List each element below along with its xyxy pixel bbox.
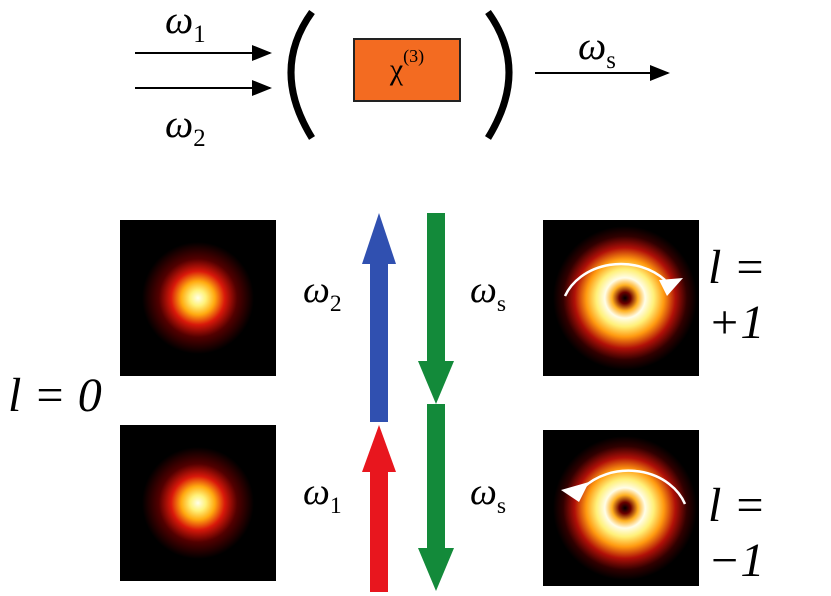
- signal-label-upper: ωs: [470, 269, 507, 317]
- counterclockwise-arrowhead: [561, 482, 589, 502]
- clockwise-arrow: [563, 262, 666, 297]
- chi-symbol: χ: [389, 53, 404, 86]
- right-paren: [485, 9, 513, 140]
- nonlinear-medium-box: χ (3): [353, 38, 461, 102]
- pump-label-omega1: ω1: [303, 471, 342, 519]
- vortex-beam-lower: [543, 430, 699, 586]
- signal-label-lower: ωs: [470, 471, 507, 519]
- gaussian-beam-lower: [120, 425, 276, 581]
- input-label-1: ω1: [165, 0, 206, 49]
- left-paren: [287, 9, 315, 140]
- left-mode-label: l = 0: [8, 369, 102, 422]
- gaussian-beam-upper: [120, 220, 276, 376]
- clockwise-arrowhead: [659, 278, 683, 296]
- output-label: ωs: [578, 23, 616, 75]
- counterclockwise-arrow: [582, 469, 687, 505]
- pump-label-omega2: ω2: [303, 269, 342, 317]
- mode-label-minus: l = −1: [708, 479, 766, 587]
- pump-arrow-omega2: [362, 213, 396, 422]
- vortex-beam-upper: [543, 220, 699, 376]
- pump-arrow-omega1: [362, 425, 396, 592]
- signal-arrow-upper: [418, 213, 454, 404]
- input-label-2: ω2: [165, 101, 206, 153]
- chi-order: (3): [403, 46, 425, 66]
- mode-label-plus: l = +1: [708, 241, 766, 349]
- signal-arrow-lower: [418, 404, 454, 591]
